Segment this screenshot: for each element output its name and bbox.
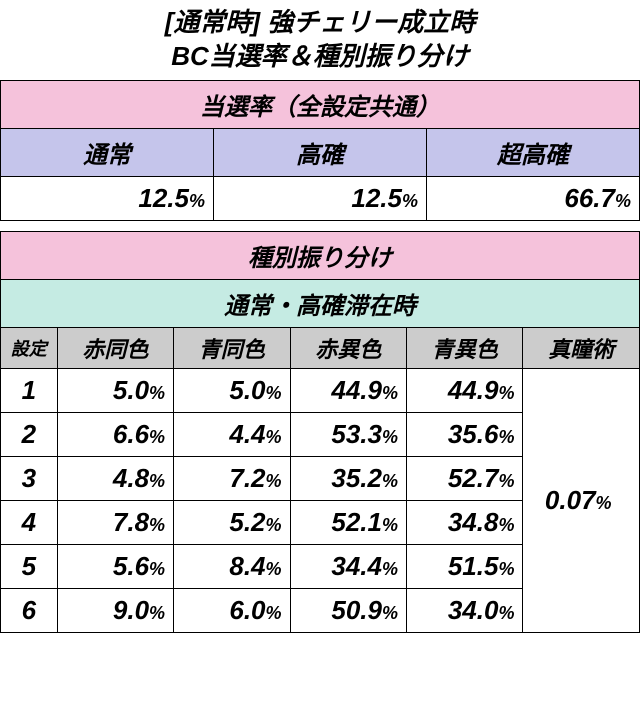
- table2-header-sub: 通常・高確滞在時: [1, 279, 640, 327]
- data-cell: 53.3%: [290, 412, 406, 456]
- table-win-rate: 当選率（全設定共通） 通常 高確 超高確 12.5% 12.5% 66.7%: [0, 80, 640, 221]
- table2-col2: 赤異色: [290, 327, 406, 368]
- data-cell: 52.1%: [290, 500, 406, 544]
- data-cell: 5.2%: [174, 500, 290, 544]
- table1-col1: 高確: [214, 128, 427, 176]
- setting-cell: 1: [1, 368, 58, 412]
- data-cell: 9.0%: [57, 588, 173, 632]
- data-cell: 6.6%: [57, 412, 173, 456]
- data-cell: 50.9%: [290, 588, 406, 632]
- data-cell: 44.9%: [407, 368, 523, 412]
- table-row: 1 5.0% 5.0% 44.9% 44.9% 0.07%: [1, 368, 640, 412]
- table2-header-main: 種別振り分け: [1, 231, 640, 279]
- table1-val1: 12.5%: [214, 176, 427, 220]
- table2-col0: 赤同色: [57, 327, 173, 368]
- data-cell: 34.4%: [290, 544, 406, 588]
- data-cell: 5.0%: [57, 368, 173, 412]
- title-line2: BC当選率＆種別振り分け: [0, 40, 640, 74]
- section-gap: [0, 221, 640, 231]
- table1-val2: 66.7%: [427, 176, 640, 220]
- title-block: [通常時] 強チェリー成立時 BC当選率＆種別振り分け: [0, 0, 640, 80]
- table2-col4: 真瞳術: [523, 327, 640, 368]
- data-cell: 34.0%: [407, 588, 523, 632]
- setting-cell: 4: [1, 500, 58, 544]
- data-cell: 6.0%: [174, 588, 290, 632]
- data-cell-merged: 0.07%: [523, 368, 640, 632]
- data-cell: 4.4%: [174, 412, 290, 456]
- data-cell: 35.6%: [407, 412, 523, 456]
- data-cell: 52.7%: [407, 456, 523, 500]
- table1-header-main: 当選率（全設定共通）: [1, 80, 640, 128]
- setting-cell: 6: [1, 588, 58, 632]
- setting-cell: 3: [1, 456, 58, 500]
- data-cell: 34.8%: [407, 500, 523, 544]
- table2-col3: 青異色: [407, 327, 523, 368]
- table-distribution: 種別振り分け 通常・高確滞在時 設定 赤同色 青同色 赤異色 青異色 真瞳術 1…: [0, 231, 640, 633]
- table2-col1: 青同色: [174, 327, 290, 368]
- data-cell: 7.2%: [174, 456, 290, 500]
- data-cell: 8.4%: [174, 544, 290, 588]
- table1-col0: 通常: [1, 128, 214, 176]
- data-cell: 5.6%: [57, 544, 173, 588]
- data-cell: 4.8%: [57, 456, 173, 500]
- page-container: [通常時] 強チェリー成立時 BC当選率＆種別振り分け 当選率（全設定共通） 通…: [0, 0, 640, 633]
- data-cell: 5.0%: [174, 368, 290, 412]
- table1-val0: 12.5%: [1, 176, 214, 220]
- title-line1: [通常時] 強チェリー成立時: [0, 6, 640, 40]
- data-cell: 51.5%: [407, 544, 523, 588]
- setting-cell: 5: [1, 544, 58, 588]
- data-cell: 7.8%: [57, 500, 173, 544]
- data-cell: 35.2%: [290, 456, 406, 500]
- table1-col2: 超高確: [427, 128, 640, 176]
- setting-cell: 2: [1, 412, 58, 456]
- data-cell: 44.9%: [290, 368, 406, 412]
- table2-setting-label: 設定: [1, 327, 58, 368]
